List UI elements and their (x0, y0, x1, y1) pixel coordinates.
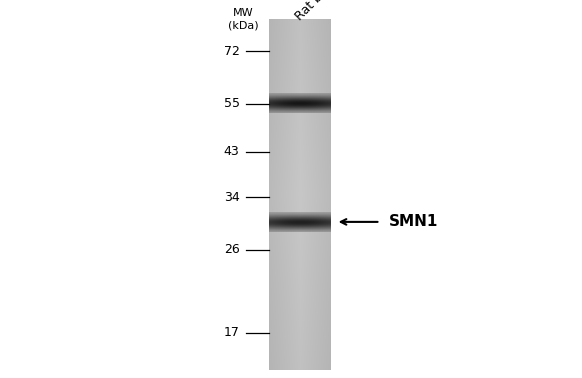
Text: 72: 72 (223, 45, 240, 58)
Text: 26: 26 (224, 243, 240, 256)
Text: Rat brain: Rat brain (293, 0, 343, 23)
Text: SMN1: SMN1 (389, 214, 438, 229)
Text: 34: 34 (224, 191, 240, 204)
Text: 55: 55 (223, 97, 240, 110)
Text: 17: 17 (223, 326, 240, 339)
Text: MW
(kDa): MW (kDa) (228, 8, 259, 31)
Text: 43: 43 (224, 145, 240, 158)
